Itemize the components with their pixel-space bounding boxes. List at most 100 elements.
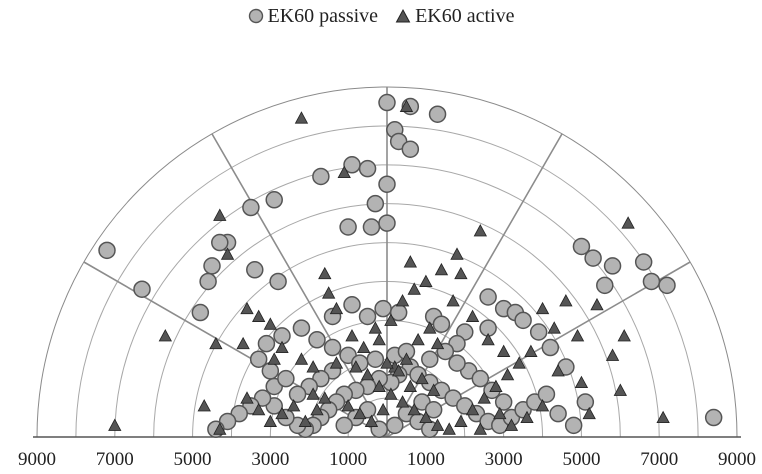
passive-point (98, 241, 116, 260)
active-point (275, 406, 289, 420)
active-point (473, 422, 488, 435)
active-point (574, 375, 589, 389)
active-point (535, 399, 550, 412)
active-point (372, 379, 386, 392)
passive-point (288, 385, 307, 403)
active-point (496, 344, 511, 357)
passive-point (514, 311, 532, 330)
active-point (213, 422, 227, 435)
x-tick-label: 7000 (96, 449, 134, 470)
active-point (329, 356, 344, 369)
active-point (236, 336, 250, 350)
active-point (423, 321, 437, 334)
active-point (263, 317, 278, 330)
legend-item-active: EK60 active (395, 5, 514, 28)
active-point (197, 399, 211, 412)
active-point (524, 344, 538, 357)
active-point (380, 356, 394, 369)
active-point (403, 255, 418, 268)
active-point (298, 414, 313, 427)
passive-point (704, 408, 723, 427)
active-point (450, 247, 464, 260)
x-tick-label: 1000 (407, 449, 445, 470)
passive-point (257, 334, 276, 353)
passive-point (374, 299, 392, 318)
active-point (286, 399, 301, 412)
legend-label-passive: EK60 passive (267, 4, 379, 27)
active-point (275, 340, 289, 354)
passive-point (312, 167, 330, 186)
active-point (430, 418, 445, 431)
active-point (590, 297, 604, 311)
active-point (570, 329, 585, 342)
active-point (158, 329, 173, 342)
x-tick-label: 9000 (718, 449, 756, 470)
passive-point (576, 393, 595, 411)
active-point (512, 356, 526, 369)
active-point (403, 379, 418, 392)
x-tick-label: 9000 (18, 449, 56, 470)
x-tick-label: 7000 (640, 449, 678, 470)
active-point (419, 274, 433, 287)
active-point (489, 379, 503, 392)
active-point (213, 208, 227, 221)
x-tick-label: 5000 (562, 449, 600, 470)
passive-point (564, 416, 583, 435)
passive-point (529, 323, 548, 341)
active-point (345, 329, 359, 342)
passive-point (479, 288, 497, 306)
active-point (310, 402, 324, 416)
passive-point (658, 276, 676, 295)
x-tick-label: 5000 (174, 449, 212, 470)
active-point (108, 418, 122, 431)
passive-point (424, 401, 443, 419)
active-point (656, 410, 670, 424)
passive-point (191, 303, 210, 322)
active-point (426, 383, 441, 396)
passive-point (428, 105, 447, 123)
passive-point (366, 350, 385, 368)
legend-item-passive: EK60 passive (248, 4, 379, 28)
active-point (341, 399, 355, 412)
passive-point (323, 338, 342, 357)
passive-point (378, 93, 396, 112)
passive-point (246, 261, 264, 279)
passive-point (269, 272, 287, 291)
passive-point (386, 416, 404, 435)
active-point (477, 391, 491, 404)
active-point (240, 301, 254, 315)
active-point (434, 262, 449, 276)
active-point (407, 402, 421, 416)
active-point (442, 422, 456, 435)
passive-point (537, 385, 556, 403)
active-point (395, 294, 410, 307)
active-point (551, 364, 565, 377)
active-point (500, 367, 515, 381)
active-point (465, 309, 480, 322)
legend-label-active: EK60 active (415, 4, 515, 27)
active-point (318, 391, 332, 404)
passive-point (642, 272, 661, 291)
active-point (240, 391, 254, 404)
active-point (559, 294, 573, 307)
passive-point (308, 331, 326, 349)
passive-point (358, 159, 377, 178)
passive-point (366, 194, 385, 213)
active-point (329, 301, 344, 315)
active-point (364, 414, 379, 427)
active-point (391, 364, 406, 377)
active-point (419, 410, 433, 424)
active-point (321, 286, 336, 299)
x-tick-label: 1000 (329, 449, 367, 470)
active-point (407, 282, 421, 295)
passive-point (335, 416, 353, 435)
passive-point (401, 140, 420, 158)
passive-point (362, 218, 381, 236)
passive-point (339, 218, 357, 236)
passive-point (292, 319, 311, 337)
active-point (267, 352, 281, 365)
polar-spoke (386, 133, 563, 438)
active-point (318, 266, 332, 280)
active-point (360, 367, 375, 381)
